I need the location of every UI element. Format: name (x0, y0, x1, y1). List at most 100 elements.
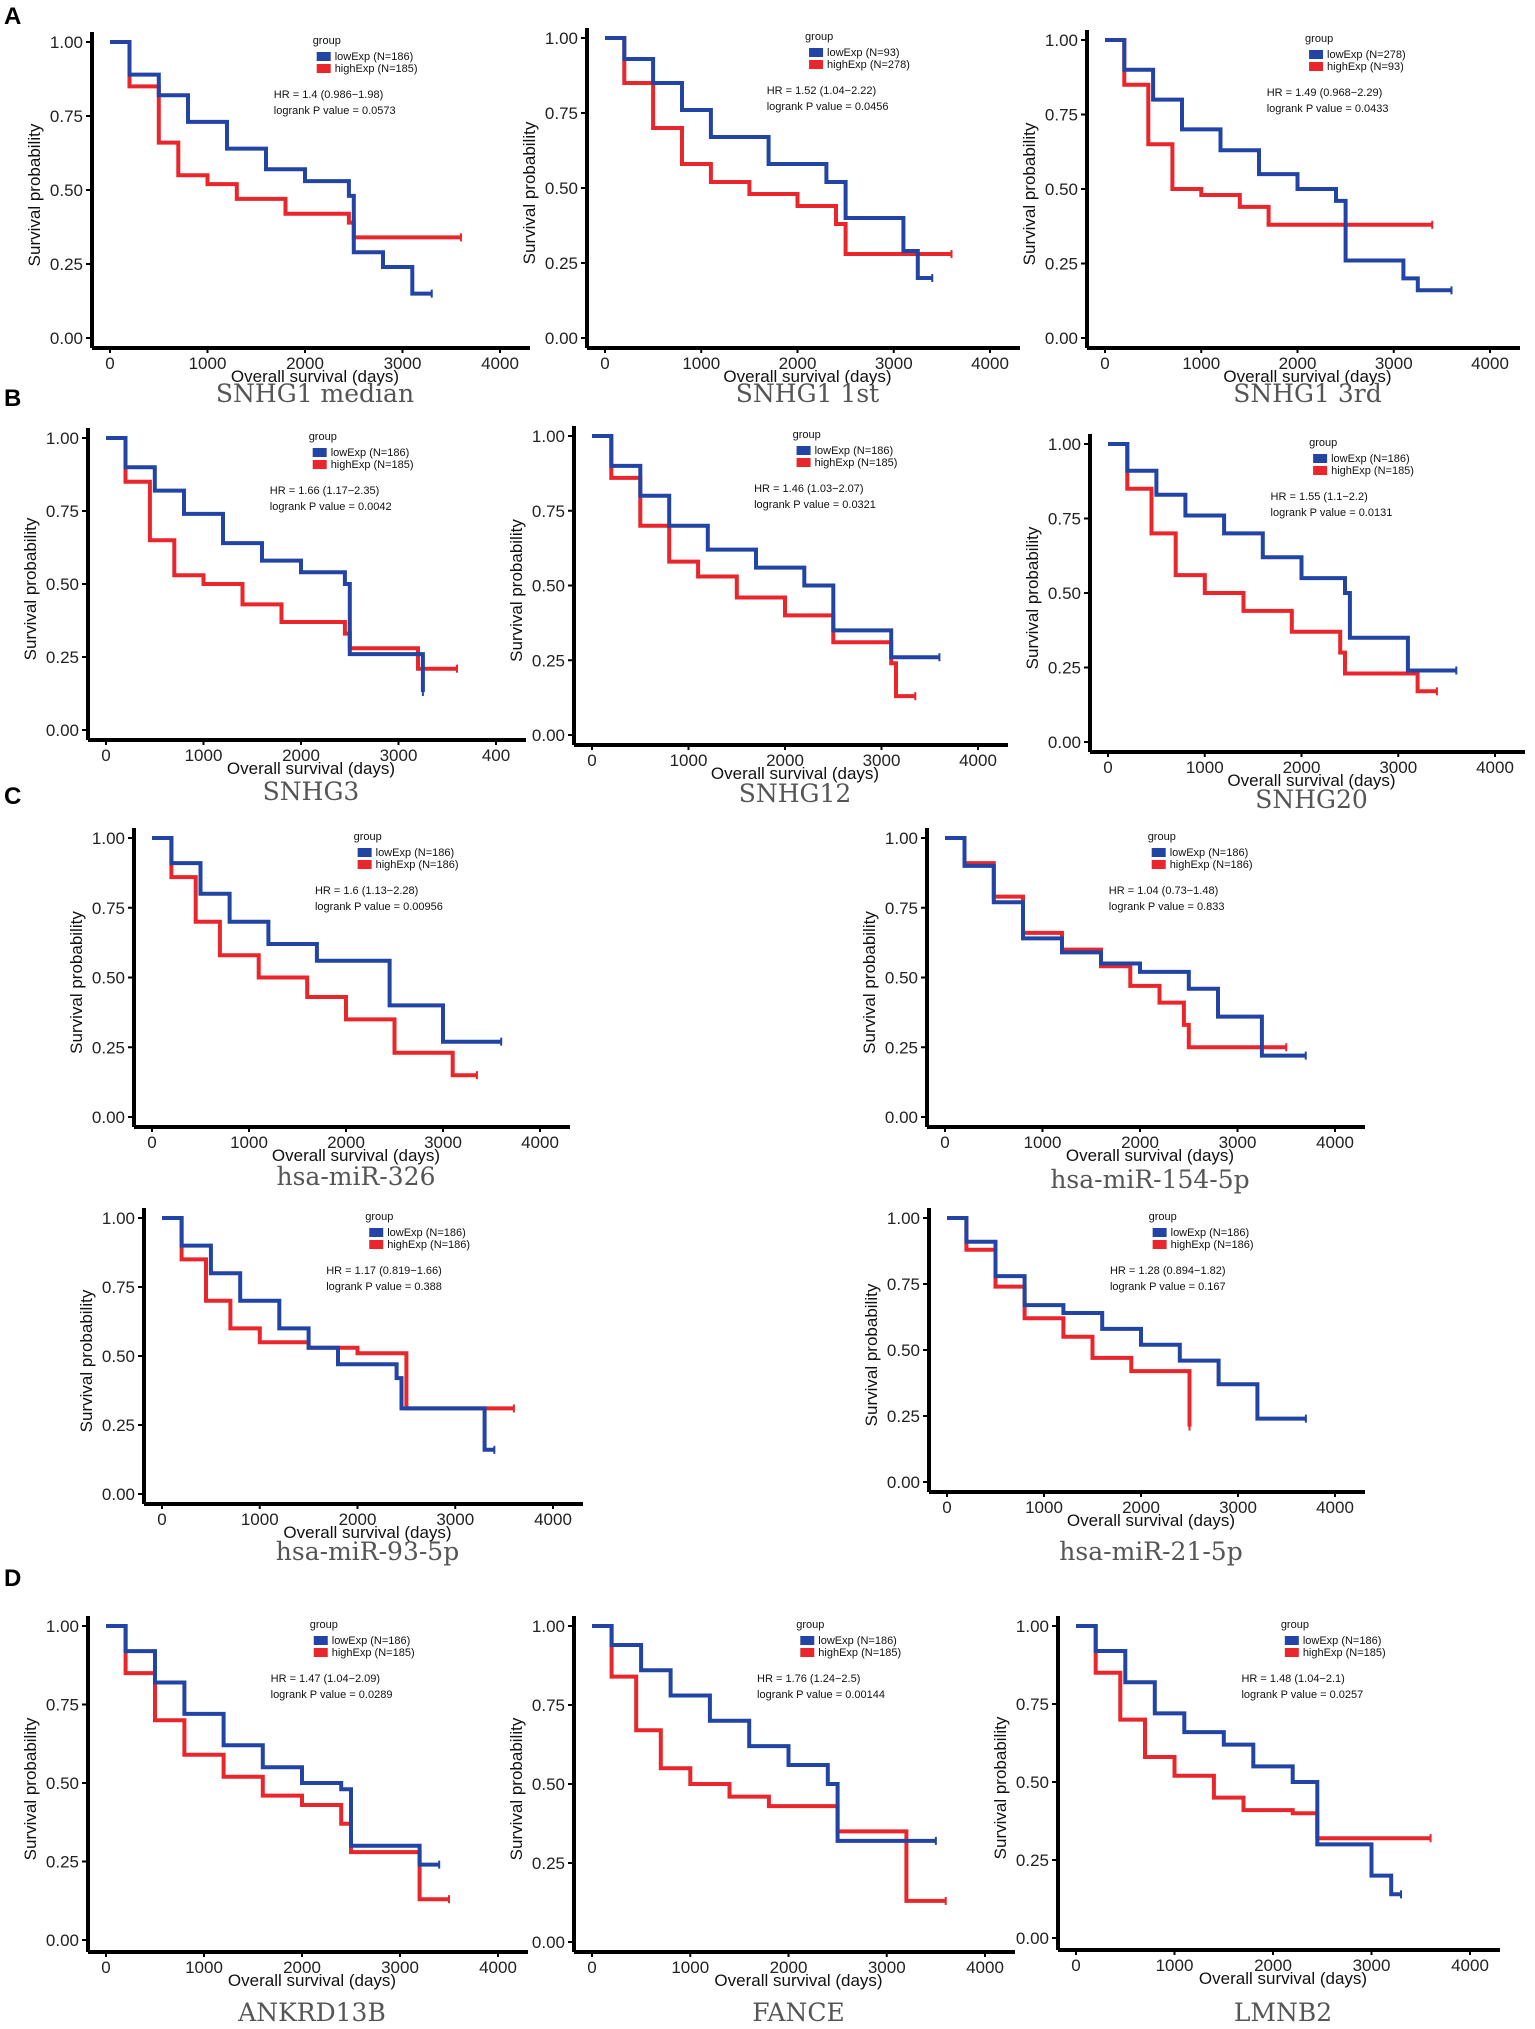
legend-entry: highExp (N=185) (331, 459, 414, 471)
y-tick-label: 0.50 (532, 1775, 565, 1794)
y-tick-label: 0.25 (102, 1416, 135, 1435)
x-tick-label: 2000 (339, 1510, 377, 1529)
x-tick-label: 1000 (189, 354, 227, 373)
km-curve-lowexp (945, 836, 1306, 1058)
x-axis-label: Overall survival (days) (283, 1523, 451, 1542)
y-tick-label: 0.75 (92, 899, 125, 918)
km-curve-lowexp (152, 836, 502, 1044)
gene-label: SNHG1 median (216, 379, 414, 408)
gene-label: hsa-miR-21-5p (1059, 1537, 1242, 1566)
km-curve-highexp (592, 1624, 946, 1903)
y-tick-label: 1.00 (887, 1209, 920, 1228)
y-tick-label: 0.75 (885, 899, 918, 918)
km-plot-hsa-mir-93-5p: 0.00 0.25 0.50 0.75 1.00 0 1000 2000 3000 4000 Ove… (77, 1208, 583, 1566)
y-tick-label: 0.25 (46, 648, 79, 667)
y-axis-label: Survival probability (860, 911, 879, 1054)
legend-title: group (309, 431, 337, 443)
km-plot-snhg1-median: 0.00 0.25 0.50 0.75 1.00 0 1000 2000 3000 4000 Ove… (25, 32, 530, 408)
x-axis-label: Overall survival (days) (1227, 771, 1395, 790)
x-tick-label: 2000 (1283, 758, 1321, 777)
x-tick-label: 3000 (1379, 758, 1417, 777)
legend-entry: highExp (N=186) (387, 1239, 470, 1251)
legend-title: group (1305, 33, 1333, 45)
y-axis-label: Survival probability (21, 1717, 40, 1860)
panel-label-b: B (4, 385, 21, 412)
legend-swatch-high (1313, 466, 1328, 475)
x-tick-label: 1000 (1025, 1498, 1063, 1517)
km-curve-highexp (106, 436, 457, 671)
y-tick-label: 0.75 (545, 104, 578, 123)
x-tick-label: 1000 (671, 1958, 709, 1977)
logrank-pvalue: logrank P value = 0.167 (1110, 1281, 1226, 1293)
y-tick-label: 0.50 (46, 575, 79, 594)
x-axis-label: Overall survival (days) (227, 759, 395, 778)
y-tick-label: 0.50 (1016, 1773, 1049, 1792)
km-curve-highexp (1076, 1624, 1431, 1841)
x-tick-label: 1000 (185, 746, 223, 765)
legend-swatch-high (316, 64, 331, 73)
km-curve-lowexp (1105, 38, 1452, 293)
legend-title: group (1148, 831, 1176, 843)
gene-label: SNHG1 3rd (1233, 379, 1382, 408)
x-tick-label: 1000 (682, 354, 720, 373)
legend-entry: highExp (N=186) (1170, 859, 1253, 871)
x-tick-label: 4000 (534, 1510, 572, 1529)
x-tick-label: 1000 (1182, 354, 1220, 373)
km-curve-lowexp (106, 1624, 440, 1867)
x-tick-label: 3000 (1353, 1956, 1391, 1975)
y-tick-label: 0.25 (1045, 255, 1078, 274)
x-tick-label: 1000 (241, 1510, 279, 1529)
logrank-pvalue: logrank P value = 0.0289 (271, 1689, 393, 1701)
x-tick-label: 3000 (380, 746, 418, 765)
km-plot-lmnb2: 0.00 0.25 0.50 0.75 1.00 0 1000 2000 3000 4000 Ove… (991, 1616, 1500, 2027)
x-tick-label: 2000 (779, 354, 817, 373)
km-curve-lowexp (605, 36, 933, 280)
hazard-ratio: HR = 1.66 (1.17−2.35) (270, 485, 379, 497)
legend-swatch-high (313, 1648, 328, 1657)
km-curve-highexp (106, 1624, 449, 1902)
legend-swatch-low (1152, 1228, 1167, 1237)
legend-title: group (310, 1619, 338, 1631)
y-axis-label: Survival probability (507, 1717, 526, 1860)
x-axis-label: Overall survival (days) (711, 764, 879, 783)
y-tick-label: 0.25 (92, 1038, 125, 1057)
y-tick-label: 0.50 (1048, 584, 1081, 603)
hazard-ratio: HR = 1.04 (0.73−1.48) (1109, 885, 1218, 897)
logrank-pvalue: logrank P value = 0.0042 (270, 501, 392, 513)
km-curve-highexp (947, 1216, 1192, 1427)
y-tick-label: 0.50 (545, 179, 578, 198)
legend-swatch-low (1284, 1636, 1299, 1645)
km-curve-lowexp (947, 1216, 1306, 1421)
x-tick-label: 0 (942, 1498, 951, 1517)
y-tick-label: 0.25 (532, 1854, 565, 1873)
x-axis-label: Overall survival (days) (228, 1971, 396, 1990)
legend-swatch-high (1152, 1240, 1167, 1249)
km-plot-hsa-mir-21-5p: 0.00 0.25 0.50 0.75 1.00 0 1000 2000 3000 4000 Ove… (862, 1208, 1365, 1566)
legend-swatch-low (1313, 454, 1328, 463)
legend-swatch-low (1151, 848, 1166, 857)
logrank-pvalue: logrank P value = 0.0573 (274, 105, 396, 117)
y-tick-label: 0.75 (1048, 510, 1081, 529)
legend-entry: highExp (N=278) (827, 59, 910, 71)
x-tick-label: 4000 (959, 751, 997, 770)
legend-swatch-high (369, 1240, 384, 1249)
x-tick-label: 4000 (971, 354, 1009, 373)
x-tick-label: 3000 (863, 751, 901, 770)
x-tick-label: 4000 (479, 1958, 517, 1977)
x-tick-label: 2000 (1279, 354, 1317, 373)
hazard-ratio: HR = 1.49 (0.968−2.29) (1267, 87, 1383, 99)
y-axis-label: Survival probability (77, 1289, 96, 1432)
y-tick-label: 1.00 (50, 33, 83, 52)
x-axis-label: Overall survival (days) (231, 367, 399, 386)
km-curve-highexp (1105, 38, 1433, 227)
x-tick-label: 1000 (1156, 1956, 1194, 1975)
x-tick-label: 4000 (1476, 758, 1514, 777)
x-tick-label: 2000 (327, 1133, 365, 1152)
hazard-ratio: HR = 1.52 (1.04−2.22) (767, 85, 876, 97)
hazard-ratio: HR = 1.55 (1.1−2.2) (1271, 491, 1368, 503)
x-tick-label: 0 (101, 746, 110, 765)
legend-swatch-low (800, 1636, 815, 1645)
y-tick-label: 0.00 (1048, 733, 1081, 752)
x-tick-label: 2000 (766, 751, 804, 770)
x-tick-label: 1000 (1186, 758, 1224, 777)
